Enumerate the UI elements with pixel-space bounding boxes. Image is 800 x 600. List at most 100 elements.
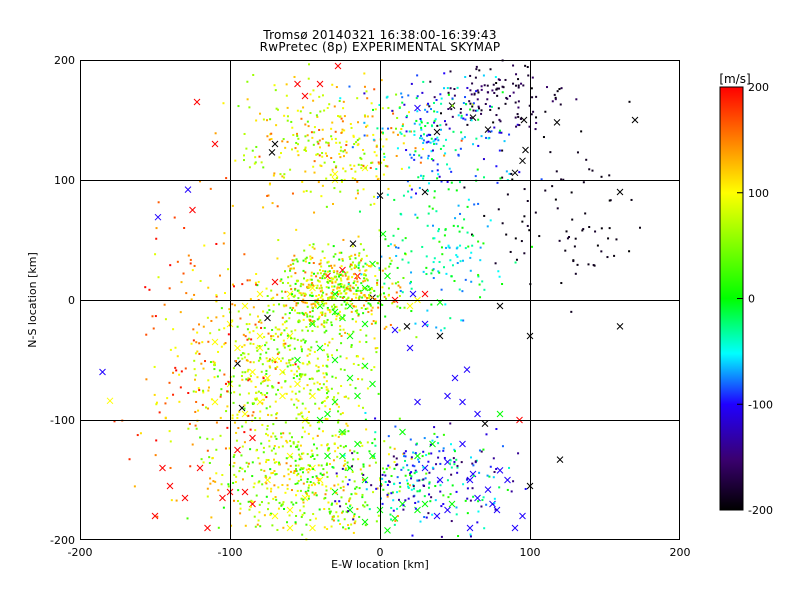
- scatter-point-dot: [233, 461, 236, 464]
- scatter-point-dot: [299, 509, 302, 512]
- scatter-point-dot: [292, 306, 295, 309]
- scatter-point-dot: [207, 386, 210, 389]
- scatter-point-dot: [291, 357, 294, 360]
- scatter-point-dot: [351, 470, 354, 473]
- scatter-point-dot: [292, 364, 295, 367]
- scatter-point-dot: [343, 395, 346, 398]
- scatter-point-dot: [333, 443, 336, 446]
- scatter-point-dot: [266, 311, 269, 314]
- scatter-point-dot: [372, 133, 375, 136]
- scatter-point-x: [166, 482, 174, 490]
- scatter-point-dot: [406, 479, 409, 482]
- scatter-point-dot: [449, 493, 452, 496]
- scatter-point-dot: [346, 301, 349, 304]
- scatter-point-dot: [345, 151, 348, 154]
- scatter-point-dot: [396, 147, 399, 150]
- scatter-point-dot: [274, 435, 277, 438]
- scatter-point-dot: [452, 457, 455, 460]
- scatter-point-dot: [417, 458, 420, 461]
- scatter-point-dot: [223, 327, 226, 330]
- scatter-point-x: [324, 452, 331, 460]
- scatter-point-dot: [207, 389, 210, 392]
- scatter-point-dot: [318, 317, 321, 320]
- scatter-point-dot: [258, 503, 261, 506]
- scatter-point-dot: [316, 301, 319, 304]
- scatter-point-dot: [480, 85, 483, 88]
- scatter-point-dot: [311, 309, 314, 312]
- scatter-point-x: [331, 488, 339, 496]
- scatter-point-dot: [166, 397, 169, 400]
- scatter-point-dot: [471, 462, 474, 465]
- scatter-point-dot: [355, 492, 358, 495]
- scatter-point-dot: [321, 269, 324, 272]
- scatter-point-dot: [477, 202, 480, 205]
- scatter-point-dot: [342, 150, 345, 153]
- scatter-point-dot: [390, 259, 393, 262]
- scatter-point-dot: [278, 501, 281, 504]
- scatter-point-dot: [225, 410, 228, 413]
- scatter-point-dot: [249, 375, 252, 378]
- scatter-point-dot: [255, 283, 258, 286]
- scatter-point-dot: [168, 287, 171, 290]
- scatter-point-dot: [521, 220, 524, 223]
- scatter-point-dot: [277, 388, 280, 391]
- scatter-point-dot: [405, 149, 408, 152]
- scatter-point-dot: [238, 470, 241, 473]
- scatter-point-dot: [375, 320, 378, 323]
- scatter-point-dot: [299, 475, 302, 478]
- scatter-point-dot: [608, 199, 611, 202]
- scatter-point-dot: [244, 371, 247, 374]
- scatter-point-dot: [401, 291, 404, 294]
- scatter-point-dot: [426, 110, 429, 113]
- scatter-point-dot: [318, 139, 321, 142]
- scatter-point-dot: [175, 369, 178, 372]
- scatter-point-dot: [443, 87, 446, 90]
- scatter-point-dot: [273, 444, 276, 447]
- scatter-point-dot: [215, 242, 218, 245]
- scatter-point-dot: [307, 77, 310, 80]
- scatter-point-dot: [357, 313, 360, 316]
- scatter-point-dot: [349, 300, 352, 303]
- colorbar-tick-label: -200: [748, 504, 773, 517]
- scatter-point-dot: [257, 519, 260, 522]
- scatter-point-dot: [380, 482, 383, 485]
- scatter-point-dot: [215, 316, 218, 319]
- scatter-point-dot: [414, 501, 417, 504]
- scatter-point-dot: [407, 190, 410, 193]
- scatter-point-dot: [495, 468, 498, 471]
- scatter-point-dot: [378, 104, 381, 107]
- scatter-point-dot: [278, 357, 281, 360]
- scatter-point-dot: [304, 311, 307, 314]
- scatter-point-dot: [486, 84, 489, 87]
- scatter-point-dot: [308, 63, 311, 66]
- scatter-point-x: [369, 452, 376, 460]
- scatter-point-dot: [289, 284, 292, 287]
- scatter-point-dot: [464, 118, 467, 121]
- scatter-point-dot: [459, 111, 462, 114]
- scatter-point-dot: [254, 281, 257, 284]
- scatter-point-dot: [320, 195, 323, 198]
- scatter-point-dot: [338, 500, 341, 503]
- scatter-point-dot: [324, 493, 327, 496]
- scatter-point-dot: [313, 320, 316, 323]
- scatter-point-dot: [323, 508, 326, 511]
- scatter-point-dot: [531, 96, 534, 99]
- scatter-point-x: [403, 323, 411, 330]
- scatter-point-dot: [213, 361, 216, 364]
- scatter-point-dot: [480, 505, 483, 508]
- scatter-point-dot: [202, 461, 205, 464]
- scatter-point-dot: [357, 458, 360, 461]
- scatter-point-dot: [369, 291, 372, 294]
- scatter-point-dot: [475, 459, 478, 462]
- scatter-point-dot: [497, 208, 500, 211]
- scatter-point-dot: [208, 456, 211, 459]
- scatter-point-dot: [294, 329, 297, 332]
- scatter-point-dot: [344, 430, 347, 433]
- scatter-point-dot: [316, 272, 319, 275]
- scatter-point-dot: [247, 392, 250, 395]
- scatter-point-dot: [382, 488, 385, 491]
- scatter-point-dot: [276, 365, 279, 368]
- scatter-point-dot: [325, 489, 328, 492]
- scatter-point-dot: [368, 450, 371, 453]
- scatter-point-dot: [263, 514, 266, 517]
